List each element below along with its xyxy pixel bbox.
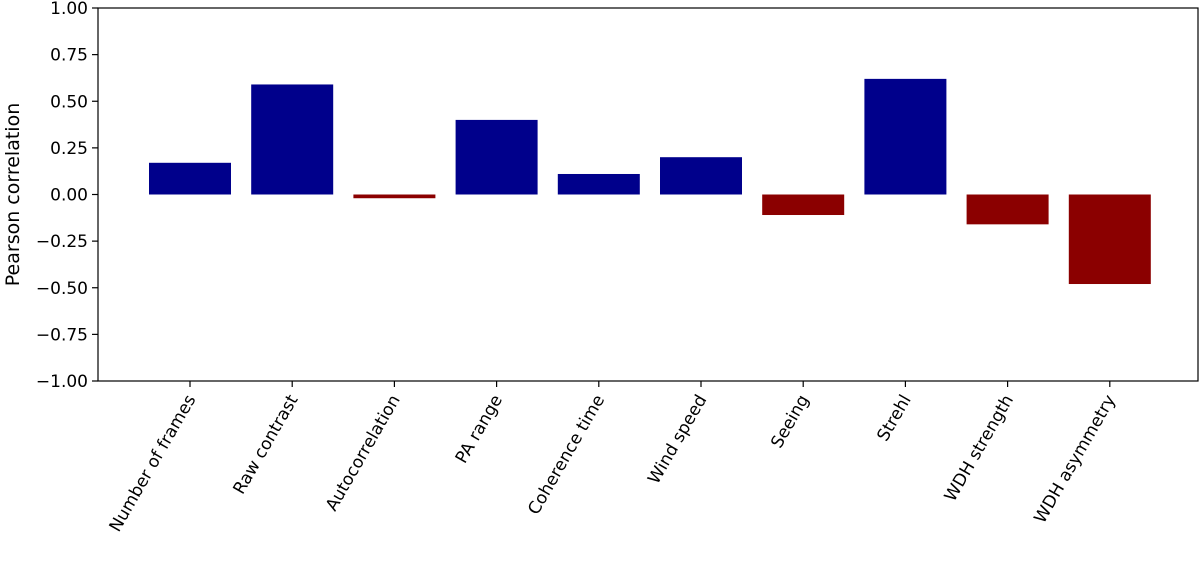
x-tick-label: WDH strength bbox=[941, 392, 1018, 506]
y-tick-label: 0.25 bbox=[50, 139, 88, 159]
x-tick-label: Number of frames bbox=[106, 391, 201, 535]
x-tick-label: Autocorrelation bbox=[322, 392, 405, 515]
bar-7 bbox=[864, 78, 947, 195]
x-tick-label: Wind speed bbox=[644, 392, 711, 488]
y-tick-label: 1.00 bbox=[50, 0, 88, 19]
bar-4 bbox=[557, 173, 640, 195]
x-tick-label: Seeing bbox=[767, 392, 813, 452]
x-axis: Number of frames Raw contrast Autocorrelat… bbox=[106, 381, 1120, 536]
y-tick-label: −0.50 bbox=[36, 279, 88, 299]
bars-group bbox=[149, 78, 1151, 285]
y-tick-label: 0.50 bbox=[50, 92, 88, 112]
x-tick-label: WDH asymmetry bbox=[1030, 392, 1120, 527]
bar-1 bbox=[251, 84, 334, 195]
bar-5 bbox=[660, 157, 742, 195]
y-tick-label: −0.75 bbox=[36, 325, 88, 345]
y-tick-label: 0.75 bbox=[50, 46, 88, 66]
plot-frame bbox=[97, 7, 1199, 382]
x-tick-label: PA range bbox=[452, 392, 507, 468]
bar-8 bbox=[966, 194, 1049, 225]
x-tick-label: Raw contrast bbox=[230, 391, 303, 498]
bar-9 bbox=[1068, 194, 1151, 285]
bar-0 bbox=[149, 162, 231, 195]
y-tick-label: 0.00 bbox=[50, 186, 88, 206]
y-axis-label: Pearson correlation bbox=[2, 103, 24, 286]
bar-3 bbox=[455, 119, 538, 195]
x-tick-label: Coherence time bbox=[524, 392, 609, 519]
y-tick-label: −1.00 bbox=[36, 372, 88, 392]
y-tick-label: −0.25 bbox=[36, 232, 88, 252]
bar-2 bbox=[353, 194, 436, 199]
y-axis: 1.00 0.75 0.50 0.25 0.00 −0.25 −0.50 −0.75 −1.00 bbox=[36, 0, 98, 392]
bar-6 bbox=[762, 194, 845, 216]
x-tick-label: Strehl bbox=[873, 392, 915, 445]
